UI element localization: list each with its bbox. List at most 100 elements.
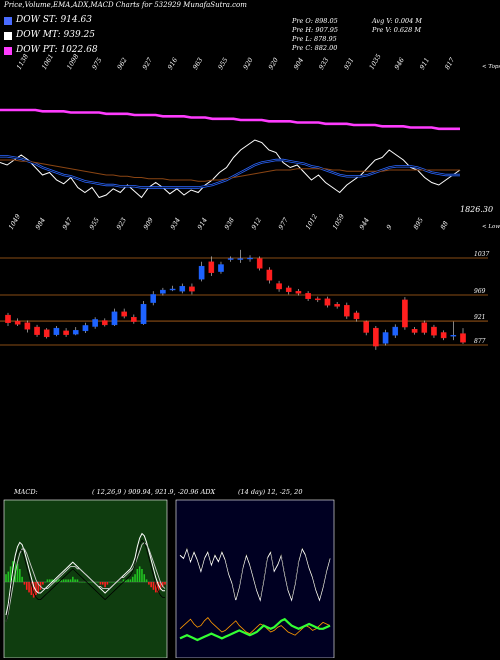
- macd-histogram-bar: [76, 579, 79, 582]
- candle-body: [392, 326, 399, 336]
- candle-body: [237, 258, 244, 260]
- stat-pre-open: Pre O: 898.05: [292, 17, 338, 25]
- macd-histogram-bar: [16, 563, 19, 582]
- candle-body: [344, 305, 350, 317]
- bottom-label: 947: [61, 216, 75, 231]
- top-label: 920: [242, 56, 255, 71]
- candle-body: [334, 304, 340, 307]
- macd-histogram-bar: [143, 574, 146, 582]
- bottom-label: 914: [196, 216, 209, 231]
- macd-histogram-bar: [30, 582, 33, 595]
- legend-swatch-st: [4, 17, 12, 25]
- top-label: 975: [90, 56, 103, 71]
- bottom-label: 977: [277, 216, 291, 231]
- series-ema_fast-core: [0, 155, 460, 188]
- candle-body: [198, 265, 205, 280]
- macd-histogram-bar: [161, 582, 164, 588]
- candle-body: [53, 327, 60, 335]
- macd-histogram-bar: [154, 582, 157, 593]
- macd-histogram-bar: [58, 579, 60, 582]
- minus-di-line: [179, 617, 331, 642]
- candle-body: [92, 319, 98, 327]
- candle-body: [43, 329, 50, 338]
- macd-histogram-bar: [53, 579, 56, 582]
- macd-histogram-bar: [122, 579, 125, 582]
- macd-histogram-bar: [9, 566, 12, 582]
- legend-swatch-mt: [4, 32, 12, 40]
- stat-pre-low: Pre L: 878.95: [292, 35, 337, 43]
- top-label: 946: [393, 56, 406, 71]
- adx-panel-box: [175, 499, 335, 658]
- macd-histogram-bar: [90, 582, 93, 583]
- macd-histogram-bar: [164, 582, 166, 585]
- candle-body: [305, 293, 311, 299]
- macd-histogram-bar: [60, 579, 63, 582]
- macd-histogram-bar: [7, 571, 10, 582]
- macd-signal-line: [5, 541, 166, 622]
- candle-body: [324, 298, 331, 306]
- macd-histogram-bar: [42, 582, 44, 585]
- candle-body: [266, 269, 273, 281]
- candle-body: [102, 320, 108, 326]
- series-ema_fast: [0, 155, 460, 189]
- macd-histogram-bar: [55, 579, 58, 582]
- top-label: 933: [317, 56, 330, 71]
- adx-values: (14 day) 12, -25, 20: [238, 488, 303, 496]
- candle-body: [421, 322, 428, 333]
- macd-histogram-bar: [37, 582, 40, 593]
- stat-pre-volume: Pre V: 0.628 M: [372, 26, 422, 34]
- macd-histogram-bar: [141, 569, 143, 582]
- bottom-label: 895: [412, 216, 425, 231]
- macd-label: MACD:: [14, 488, 38, 496]
- macd-histogram-bar: [69, 579, 72, 582]
- macd-histogram-bar: [78, 582, 81, 583]
- macd-histogram-bar: [106, 582, 109, 585]
- macd-histogram-bar: [97, 582, 99, 583]
- lows-label: < Lows: [482, 224, 500, 230]
- macd-histogram-bar: [25, 582, 28, 590]
- candle-body: [227, 258, 234, 260]
- candle-body: [34, 326, 40, 335]
- bottom-label: 938: [223, 216, 236, 231]
- macd-values: ( 12,26,9 ) 909.94, 921.9, -20.96 ADX: [92, 488, 216, 496]
- candle-body: [24, 322, 31, 330]
- candle-body: [189, 286, 195, 292]
- top-label: 911: [418, 56, 431, 71]
- macd-histogram-bar: [111, 582, 113, 583]
- candle-body: [295, 290, 302, 294]
- adx-line: [179, 547, 331, 602]
- macd-histogram-bar: [145, 579, 148, 582]
- macd-histogram-bar: [32, 582, 35, 598]
- candle-body: [131, 317, 137, 322]
- top-label: 963: [191, 56, 204, 71]
- macd-histogram-bar: [113, 582, 116, 583]
- candle-body: [179, 286, 186, 292]
- macd-histogram-bar: [5, 574, 7, 582]
- candle-body: [169, 288, 176, 291]
- bottom-label: 909: [142, 216, 155, 231]
- macd-histogram-bar: [28, 582, 30, 593]
- macd-histogram-bar: [44, 582, 46, 583]
- candle-body: [276, 283, 282, 290]
- chart-title: Price,Volume,EMA,ADX,MACD Charts for 532…: [4, 1, 247, 9]
- bottom-label: 955: [88, 216, 101, 231]
- candle-body: [247, 257, 253, 260]
- macd-histogram-bar: [127, 579, 129, 582]
- top-label: 920: [267, 56, 280, 71]
- series-ema_slow: [0, 108, 460, 131]
- macd-histogram-bar: [136, 569, 139, 582]
- candle-body: [150, 294, 157, 303]
- macd-histogram-bar: [72, 576, 74, 582]
- candle-body: [382, 332, 389, 344]
- top-label: 931: [342, 56, 355, 71]
- candle-body: [82, 325, 89, 332]
- candle-body: [256, 258, 263, 269]
- top-label: 1138: [15, 53, 30, 71]
- macd-histogram-bar: [74, 579, 76, 582]
- macd-histogram-bar: [120, 582, 123, 583]
- macd-histogram-bar: [138, 566, 141, 582]
- macd-histogram-bar: [81, 582, 83, 583]
- macd-histogram-bar: [99, 582, 102, 585]
- macd-histogram-bar: [148, 582, 150, 585]
- bottom-label: 88: [439, 220, 450, 231]
